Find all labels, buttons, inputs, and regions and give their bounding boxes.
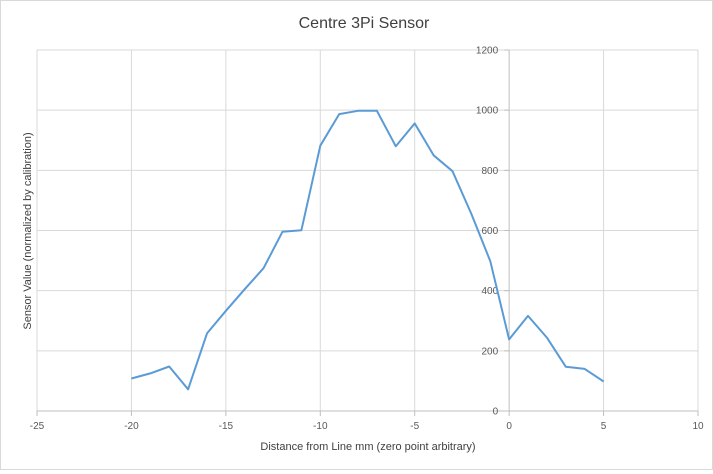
y-tick-label: 800: [481, 166, 498, 177]
y-tick-label: 600: [481, 226, 498, 237]
y-tick-label: 1000: [476, 106, 499, 117]
y-tick-label: 1200: [476, 46, 499, 57]
y-tick-label: 400: [481, 286, 498, 297]
series-line: [131, 109, 605, 391]
axes: [36, 49, 699, 416]
chart-title: Centre 3Pi Sensor: [299, 15, 430, 32]
series-layer: [131, 109, 605, 391]
x-tick-label: -25: [30, 421, 45, 432]
x-tick-label: -15: [219, 421, 234, 432]
x-tick-label: -10: [313, 421, 328, 432]
x-tick-label: -20: [124, 421, 139, 432]
y-axis-title: Sensor Value (normalized by calibration): [22, 132, 34, 329]
x-tick-label: 0: [506, 421, 512, 432]
tick-labels: 0 200 400 600 800 1000 1200 -25 -20 -15 -10 -5 0 5 10: [30, 46, 704, 433]
y-tick-label: 0: [493, 407, 499, 418]
y-tick-label: 200: [481, 346, 498, 357]
x-tick-label: -5: [410, 421, 419, 432]
x-tick-label: 5: [601, 421, 607, 432]
x-tick-label: 10: [692, 421, 704, 432]
x-axis-title: Distance from Line mm (zero point arbitr…: [260, 441, 475, 453]
gridlines: [36, 49, 699, 411]
